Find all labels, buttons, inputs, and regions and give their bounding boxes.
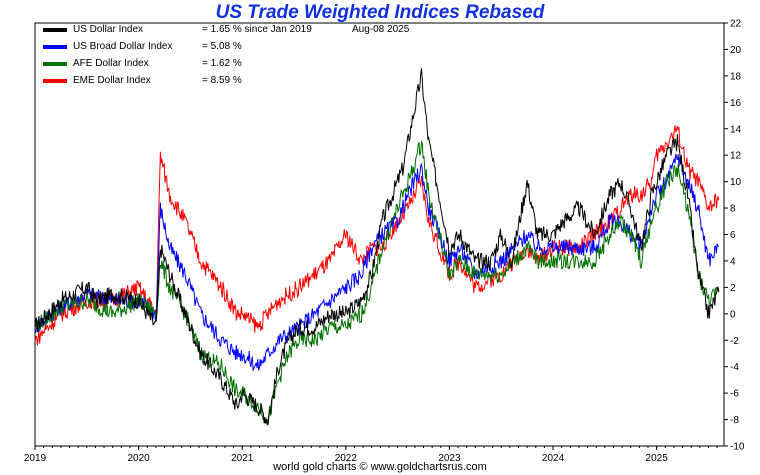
- y-tick-label: 4: [730, 256, 736, 267]
- legend-swatch: [43, 79, 67, 83]
- x-tick-label: 2023: [438, 453, 461, 464]
- x-tick-label: 2024: [542, 453, 565, 464]
- y-tick-label: -8: [730, 415, 739, 426]
- legend-value: = 8.59 %: [202, 75, 242, 86]
- series-line-afe-dollar-index: [34, 140, 720, 427]
- y-tick-label: -6: [730, 389, 739, 400]
- legend-label: AFE Dollar Index: [73, 58, 149, 69]
- y-tick-label: 10: [730, 177, 742, 188]
- x-tick-label: 2025: [646, 453, 669, 464]
- y-tick-label: -2: [730, 336, 739, 347]
- series-line-us-dollar-index: [34, 68, 720, 425]
- x-tick-label: 2022: [335, 453, 358, 464]
- y-tick-label: 14: [730, 124, 742, 135]
- series-line-us-broad-dollar-index: [34, 153, 720, 371]
- y-tick-label: 18: [730, 71, 742, 82]
- y-tick-label: -4: [730, 362, 739, 373]
- date-label: Aug-08 2025: [352, 24, 410, 35]
- legend-swatch: [43, 28, 67, 32]
- legend-value: = 1.62 %: [202, 58, 242, 69]
- y-tick-label: 12: [730, 151, 742, 162]
- legend-value: = 1.65 % since Jan 2019: [202, 24, 312, 35]
- y-tick-label: 2: [730, 283, 736, 294]
- legend-swatch: [43, 45, 67, 49]
- x-tick-label: 2019: [24, 453, 47, 464]
- y-axis: -10 -8 -6 -4 -2 0 2 4 6 8 10 12 14 16 18 20 22: [724, 19, 745, 453]
- chart-title: US Trade Weighted Indices Rebased: [215, 2, 545, 23]
- y-tick-label: -10: [730, 442, 745, 453]
- y-tick-label: 0: [730, 309, 736, 320]
- x-tick-label: 2020: [127, 453, 150, 464]
- legend-value: = 5.08 %: [202, 41, 242, 52]
- footer-credit: world gold charts © www.goldchartsrus.co…: [273, 461, 487, 473]
- legend-swatch: [43, 62, 67, 66]
- series-layer: [34, 68, 720, 427]
- legend-label: US Dollar Index: [73, 24, 144, 35]
- y-tick-label: 22: [730, 19, 742, 30]
- y-tick-label: 16: [730, 98, 742, 109]
- legend-label: EME Dollar Index: [73, 75, 151, 86]
- y-tick-label: 20: [730, 45, 742, 56]
- y-tick-label: 6: [730, 230, 736, 241]
- series-line-eme-dollar-index: [34, 125, 720, 346]
- legend-label: US Broad Dollar Index: [73, 41, 173, 52]
- x-tick-label: 2021: [231, 453, 254, 464]
- y-tick-label: 8: [730, 204, 736, 215]
- x-axis: 2019 2020 2021 2022 2023 2024 2025: [24, 446, 718, 464]
